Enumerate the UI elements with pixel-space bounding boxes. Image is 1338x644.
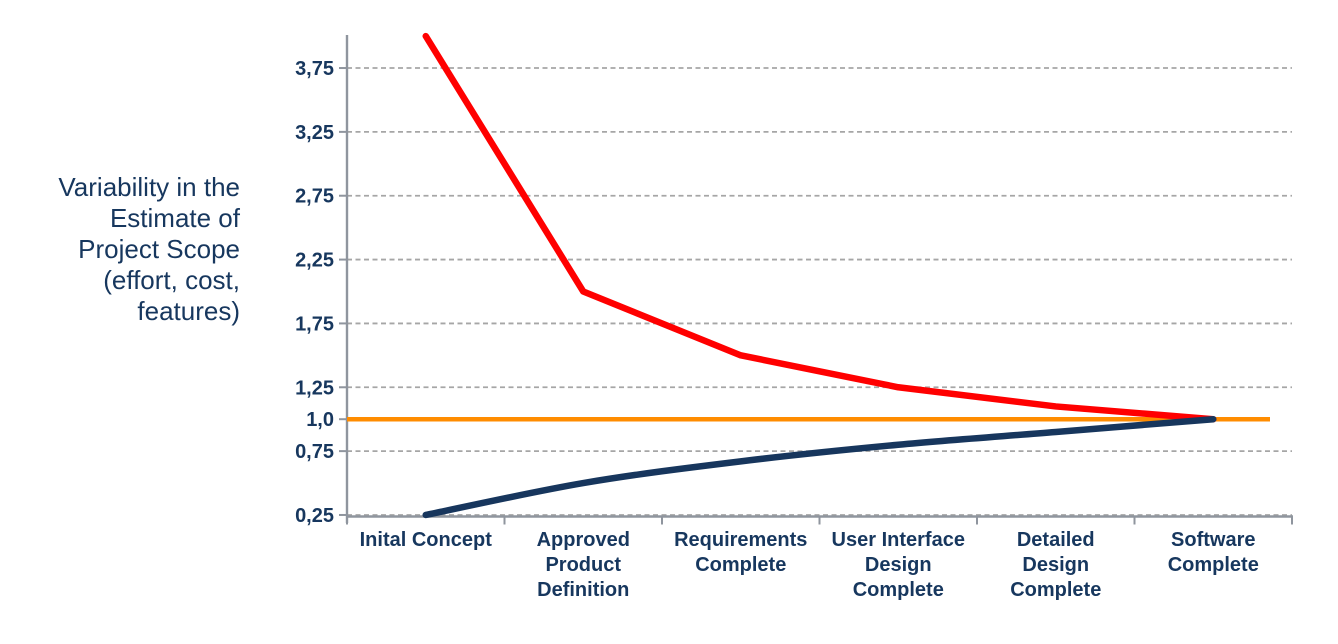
x-category-label: Software Complete — [1168, 529, 1259, 576]
y-tick-label: 1,25 — [295, 377, 334, 399]
y-tick-label: 3,75 — [295, 58, 334, 80]
y-tick-label: 2,25 — [295, 250, 334, 272]
y-axis-title-line: Variability in the — [58, 172, 240, 202]
y-tick-label: 1,0 — [306, 409, 334, 431]
y-axis-title-line: Estimate of — [109, 203, 240, 233]
y-tick-label: 1,75 — [295, 313, 334, 335]
x-category-label: User Interface Design Complete — [832, 529, 965, 601]
y-axis-title-line: (effort, cost, — [103, 265, 240, 295]
x-category-label: Approved Product Definition — [537, 529, 630, 601]
y-axis-title-line: Project Scope — [78, 234, 240, 264]
y-tick-label: 0,75 — [295, 441, 334, 463]
x-category-label: Inital Concept — [360, 529, 493, 551]
y-tick-label: 2,75 — [295, 186, 334, 208]
y-tick-label: 0,25 — [295, 505, 334, 527]
series-line-lower-estimate-bound — [422, 415, 1217, 519]
y-axis-title-line: features) — [137, 296, 240, 326]
y-tick-label: 3,25 — [295, 122, 334, 144]
y-axis-title: Variability in the Estimate of Project S… — [0, 172, 240, 327]
x-category-label: Requirements Complete — [674, 529, 807, 576]
x-category-label: Detailed Design Complete — [1010, 529, 1101, 601]
series-line-upper-estimate-bound — [422, 32, 1217, 423]
